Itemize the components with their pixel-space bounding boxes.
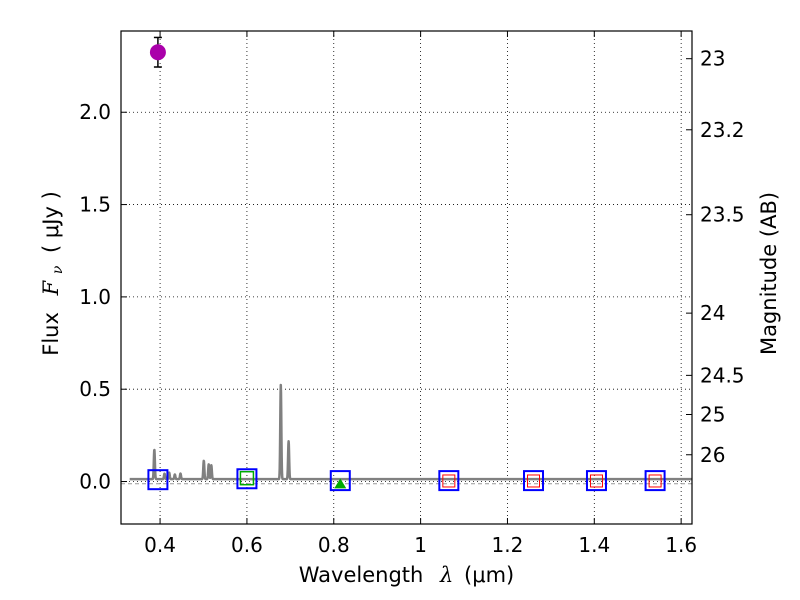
x-tick-label: 1.4 [578, 533, 610, 557]
upper-limit-square [648, 474, 662, 488]
x-tick-label: 1.6 [665, 533, 697, 557]
nondetection-triangle [334, 478, 347, 489]
plot-frame [120, 30, 693, 525]
mag-tick-label: 25 [700, 403, 725, 427]
y-tick-label: 1.0 [79, 285, 111, 309]
band-flux-square [329, 470, 351, 492]
sed-model-line [128, 383, 694, 481]
mag-tick-label: 26 [700, 443, 725, 467]
x-tick-label: 0.8 [318, 533, 350, 557]
y-axis-label-unit: ( μJy ) [39, 191, 63, 253]
nondetection-square [239, 470, 255, 486]
y-axis-label-text: Flux [39, 312, 63, 356]
y-tick-label: 0.5 [79, 377, 111, 401]
y-tick-label: 2.0 [79, 100, 111, 124]
mag-tick-label: 23.2 [700, 118, 745, 142]
x-tick-label: 1.2 [492, 533, 524, 557]
detection-point [149, 44, 166, 61]
x-axis-label: Wavelength λ (μm) [299, 563, 514, 587]
x-axis-label-text: Wavelength [299, 563, 424, 587]
mag-tick-label: 24 [700, 301, 725, 325]
x-tick-label: 0.6 [231, 533, 263, 557]
grid [121, 31, 692, 524]
x-axis-label-symbol: λ [439, 563, 453, 587]
upper-limit-square [442, 474, 456, 488]
x-tick-label: 0.4 [144, 533, 176, 557]
band-flux-square [585, 470, 607, 492]
y2-axis-label: Magnitude (AB) [757, 192, 781, 355]
mag-tick-label: 24.5 [700, 363, 745, 387]
y-axis-label: Flux F ν ( μJy ) [39, 191, 67, 356]
mag-tick-label: 23 [700, 47, 725, 71]
y-tick-label: 1.5 [79, 193, 111, 217]
x-axis-label-unit: (μm) [464, 563, 514, 587]
band-flux-square [147, 469, 169, 491]
upper-limit-square [589, 474, 603, 488]
y-axis-label-symbol: F [39, 279, 63, 296]
tick-layer: 0.4 0.6 0.8 1 1.2 1.4 1.6 0.0 0.5 1.0 1.5 2.0 23 23.2… [79, 31, 745, 557]
sed-model-layer [121, 383, 694, 485]
band-flux-square [438, 470, 460, 492]
band-flux-square [236, 468, 258, 490]
band-flux-square [644, 470, 666, 492]
y-tick-label: 0.0 [79, 470, 111, 494]
marker-layer [147, 36, 666, 492]
mag-tick-label: 23.5 [700, 203, 745, 227]
upper-limit-square [527, 474, 541, 488]
y-axis-label-subscript: ν [50, 265, 66, 274]
band-flux-square [523, 470, 545, 492]
x-tick-label: 1 [414, 533, 427, 557]
